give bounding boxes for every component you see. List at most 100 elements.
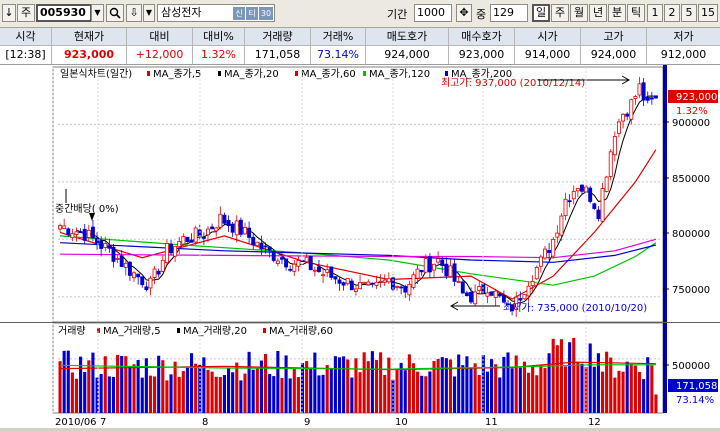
volume-bar [588, 343, 592, 413]
volume-bar [144, 358, 148, 413]
volume-bar [621, 371, 625, 413]
candle-up [538, 256, 543, 267]
volume-bar [280, 377, 284, 413]
volume-bar [650, 365, 654, 413]
candle-up [177, 240, 182, 248]
period-label: 기간 [387, 8, 408, 21]
volume-bar [284, 355, 288, 413]
order-button[interactable]: ⇩ [126, 4, 142, 22]
candle-up [604, 176, 609, 192]
volume-bar [124, 356, 128, 413]
order-dropdown-button[interactable]: ▼ [143, 4, 155, 22]
volume-bar [576, 362, 580, 413]
minute-button-2[interactable]: 2 [664, 4, 680, 22]
y-axis-label-750000: 750000 [672, 285, 710, 296]
nav-arrow-button[interactable]: ↓ [2, 4, 16, 22]
code-dropdown-button[interactable]: ▼ [91, 4, 104, 22]
volume-bar [457, 354, 461, 413]
candle-up [70, 233, 75, 239]
candle-down [222, 214, 227, 224]
volume-bar [531, 367, 535, 413]
zoom-input[interactable]: 129 [490, 4, 528, 22]
candle-up [575, 188, 580, 192]
legend-ma20: MA_종가,20 [224, 68, 279, 80]
chart-area[interactable]: 일본식차트(일간) MA_종가,5 MA_종가,20 MA_종가,60 MA_종… [0, 65, 720, 428]
minute-button-5[interactable]: 5 [681, 4, 697, 22]
volume-bar [70, 372, 74, 413]
volume-bar [218, 376, 222, 413]
y-axis-label-900000: 900000 [672, 118, 710, 129]
volume-bar [305, 361, 309, 413]
x-axis-label: 8 [202, 417, 208, 428]
search-button[interactable] [106, 4, 124, 22]
interval-button-year[interactable]: 년 [589, 4, 607, 22]
market-select[interactable]: 주 [17, 4, 35, 22]
volume-bar [148, 375, 153, 413]
y-axis-label-800000: 800000 [672, 229, 710, 240]
minute-button-1[interactable]: 1 [647, 4, 663, 22]
candle-up [555, 232, 560, 238]
volume-bar [547, 353, 551, 413]
candle-down [189, 239, 194, 243]
volume-bar [494, 364, 498, 413]
minute-button-15[interactable]: 15 [698, 4, 718, 22]
candle-up [559, 215, 564, 236]
interval-button-tick[interactable]: 틱 [627, 4, 645, 22]
candle-up [600, 188, 605, 222]
dividend-arrow-icon [89, 213, 95, 221]
candle-up [382, 279, 387, 283]
period-input[interactable]: 1000 [414, 4, 452, 22]
candle-down [230, 223, 235, 233]
candle-up [234, 220, 239, 236]
volume-bar [432, 361, 436, 413]
volume-bar [539, 365, 543, 413]
candle-up [423, 258, 428, 273]
candle-down [510, 304, 515, 312]
candle-down [119, 255, 124, 267]
candle-up [448, 265, 453, 277]
volume-bar [263, 353, 268, 413]
candle-down [518, 298, 523, 301]
volume-bar [485, 371, 490, 413]
volume-bar [243, 373, 247, 413]
volume-bar [461, 365, 465, 413]
volume-bar [292, 367, 296, 413]
quote-change: +12,000 [127, 46, 193, 64]
candle-up [62, 225, 67, 229]
interval-button-day[interactable]: 일 [532, 4, 550, 22]
candle-down [547, 249, 552, 254]
volume-bar [157, 355, 161, 413]
candle-up [304, 256, 309, 263]
volume-bar [498, 377, 502, 413]
volume-bar [153, 376, 157, 413]
candle-up [362, 281, 367, 284]
quote-header-time: 시각 [0, 28, 52, 46]
legend-ma200: MA_종가,200 [451, 68, 512, 80]
candle-down [247, 227, 252, 238]
legend-swatch-ma60 [295, 71, 298, 76]
volume-bar [296, 377, 300, 413]
price-scale-bar [663, 65, 667, 322]
volume-bar [177, 376, 181, 413]
volume-bar [111, 376, 116, 413]
expand-button[interactable]: ✥ [456, 4, 472, 22]
volume-axis-label-500000: 500000 [672, 361, 710, 372]
stock-code-input[interactable]: 005930 [36, 4, 92, 22]
volume-bar [370, 351, 374, 413]
ma-line [60, 242, 657, 263]
interval-button-minute[interactable]: 분 [608, 4, 626, 22]
candle-down [641, 82, 646, 101]
volume-bar [605, 351, 609, 413]
last-price-box [668, 90, 718, 103]
candle-down [489, 291, 494, 296]
volume-bar [522, 361, 526, 413]
stock-chart[interactable]: 일본식차트(일간) MA_종가,5 MA_종가,20 MA_종가,60 MA_종… [0, 65, 720, 428]
volume-bar [235, 362, 239, 413]
interval-button-week[interactable]: 주 [551, 4, 569, 22]
candle-up [325, 269, 330, 273]
x-axis-label: 9 [304, 417, 310, 428]
interval-button-month[interactable]: 월 [570, 4, 588, 22]
candle-down [341, 282, 346, 286]
candle-down [399, 286, 404, 289]
candle-down [329, 266, 334, 278]
